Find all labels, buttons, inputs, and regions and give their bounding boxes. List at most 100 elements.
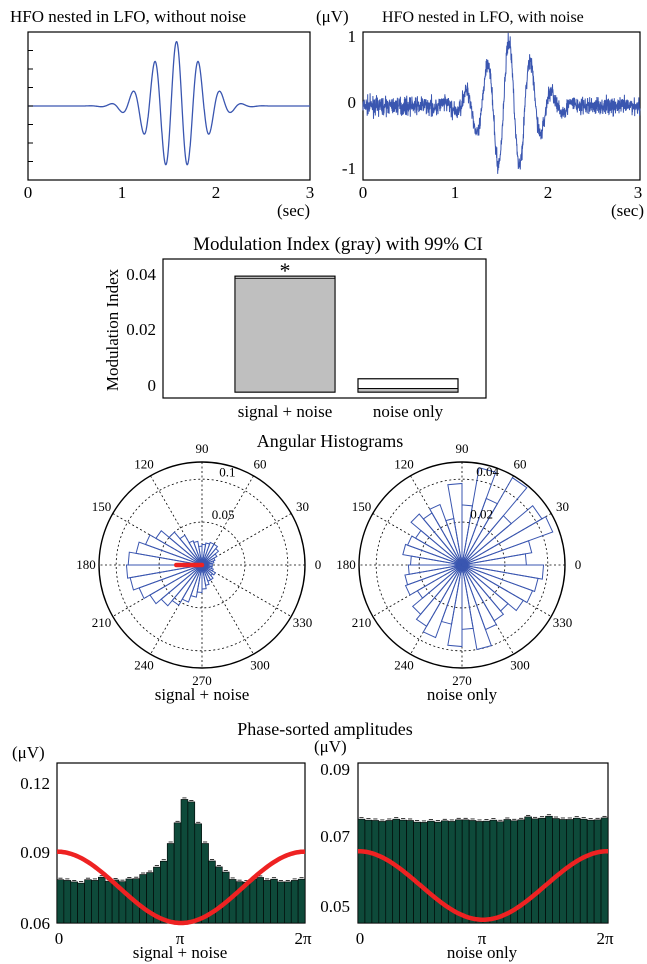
rose-noise-angle-240: 240 [394,657,414,672]
phase-signal-bar [104,881,113,924]
phase-noise-panel: (μV) 0.09 0.07 0.05 0 π 2π noise only [314,737,614,962]
trace-noisy-xtick-2: 2 [544,183,553,202]
phase-signal-xtick-pi: π [176,929,185,948]
rose-signal-angle-270: 270 [192,673,212,688]
rose-signal-bar [201,564,213,568]
trace-clean-y-minor-ticks [28,50,33,162]
rose-noise-bar [414,529,463,566]
phase-noise-bar [461,819,470,924]
rose-noise-angle-180: 180 [336,557,356,572]
rose-signal-bar [155,530,203,566]
rose-noise-angle-60: 60 [514,457,527,472]
phase-noise-xtick-2pi: 2π [596,929,614,948]
phase-signal-xlabel: signal + noise [133,943,228,962]
rose-signal-angle-120: 120 [134,457,154,472]
rose-signal-angle-210: 210 [92,615,112,630]
phase-noise-bar [434,821,442,924]
trace-noisy-ytick-0: 0 [348,93,357,112]
mi-significance-star: * [280,258,291,283]
phase-noise-xtick-0: 0 [356,929,365,948]
trace-noisy-xtick-1: 1 [451,183,460,202]
phase-signal-bar [201,843,209,924]
phase-noise-ylabel: (μV) [314,737,347,756]
phase-signal-bar [77,882,85,924]
phase-noise-ytick-005: 0.05 [320,897,350,916]
phase-signal-bar [160,860,168,924]
rose-noise-angle-120: 120 [394,457,414,472]
phase-noise-bar [545,815,553,924]
mi-axes [162,258,487,399]
mi-panel: Modulation Index (gray) with 99% CI * 0.… [103,234,487,421]
rose-signal-rlabel-0: 0.05 [212,507,235,522]
rose-noise-angle-90: 90 [456,441,469,456]
phase-signal-bar [166,843,175,924]
phase-noise-bar [552,818,560,924]
rose-noise-caption: noise only [427,685,498,704]
rose-group-title: Angular Histograms [257,431,403,451]
phase-noise-bar [454,819,463,924]
trace-noisy-ytick-neg1: -1 [342,159,356,178]
rose-noise-bar [415,564,463,628]
mi-title: Modulation Index (gray) with 99% CI [193,234,483,255]
trace-clean-xtick-1: 1 [118,183,127,202]
trace-clean-panel: HFO nested in LFO, without noise 0 1 2 3… [10,7,314,220]
rose-noise-bar [461,564,545,580]
trace-noisy-xlabel: (sec) [611,201,644,220]
phase-noise-bar [364,819,373,924]
phase-signal-cosine [56,849,306,926]
trace-clean-xlabel: (sec) [277,201,310,220]
phase-noise-xtick-pi: π [478,929,487,948]
phase-signal-bars [56,797,306,924]
rose-signal-angle-0: 0 [315,557,322,572]
phase-signal-panel: (μV) 0.12 0.09 0.06 0 π 2π signal + nois… [12,743,312,962]
phase-signal-ylabel: (μV) [12,743,45,762]
phase-signal-bar [139,874,147,924]
rose-signal-panel: 0.05 0.1 0 30 60 90 120 150 180 210 240 … [76,441,321,704]
phase-noise-bar [586,819,595,924]
phase-signal-bar [173,822,182,924]
mi-bar-noise [357,388,459,393]
phase-noise-bar [468,820,477,924]
rose-signal-angle-90: 90 [196,441,209,456]
rose-signal-bar [149,564,203,605]
phase-signal-bar [290,880,299,924]
rose-signal-angle-180: 180 [76,557,96,572]
phase-signal-bar [270,878,278,924]
phase-noise-bar [420,822,428,924]
phase-noise-bar [531,818,539,924]
trace-clean-title: HFO nested in LFO, without noise [10,7,246,26]
trace-clean-xtick-2: 2 [212,183,221,202]
phase-signal-xtick-0: 0 [55,929,64,948]
rose-signal-bars [125,530,220,607]
rose-signal-angle-240: 240 [134,657,154,672]
trace-noisy-ylabel: (μV) [316,7,349,26]
rose-noise-angle-270: 270 [452,673,472,688]
phase-signal-ytick-012: 0.12 [20,774,50,793]
rose-signal-caption: signal + noise [155,685,250,704]
rose-noise-rlabel-0: 0.02 [470,507,493,522]
phase-signal-bar [277,881,285,924]
phase-signal-bar [215,866,223,924]
rose-signal-angle-330: 330 [293,615,313,630]
phase-noise-bar [385,820,394,924]
trace-noisy-title: HFO nested in LFO, with noise [382,9,584,26]
rose-signal-angle-150: 150 [92,499,112,514]
phase-noise-ytick-009: 0.09 [320,760,350,779]
rose-signal-angle-30: 30 [296,499,309,514]
phase-noise-bar [392,818,400,924]
phase-signal-ytick-009: 0.09 [20,843,50,862]
phase-noise-ytick-007: 0.07 [320,827,350,846]
phase-signal-ytick-006: 0.06 [20,914,50,933]
phase-signal-bar [70,881,78,924]
rose-signal-angle-60: 60 [254,457,267,472]
rose-noise-rlabel-1: 0.04 [476,464,499,479]
phase-noise-bar [427,820,435,924]
phase-signal-bar [284,881,292,924]
phase-noise-bar [503,819,512,924]
phase-signal-bar [263,880,271,924]
rose-noise-angle-30: 30 [556,499,569,514]
phase-noise-bars [357,814,609,924]
phase-noise-bar [579,818,588,924]
phase-noise-bar [593,819,602,924]
